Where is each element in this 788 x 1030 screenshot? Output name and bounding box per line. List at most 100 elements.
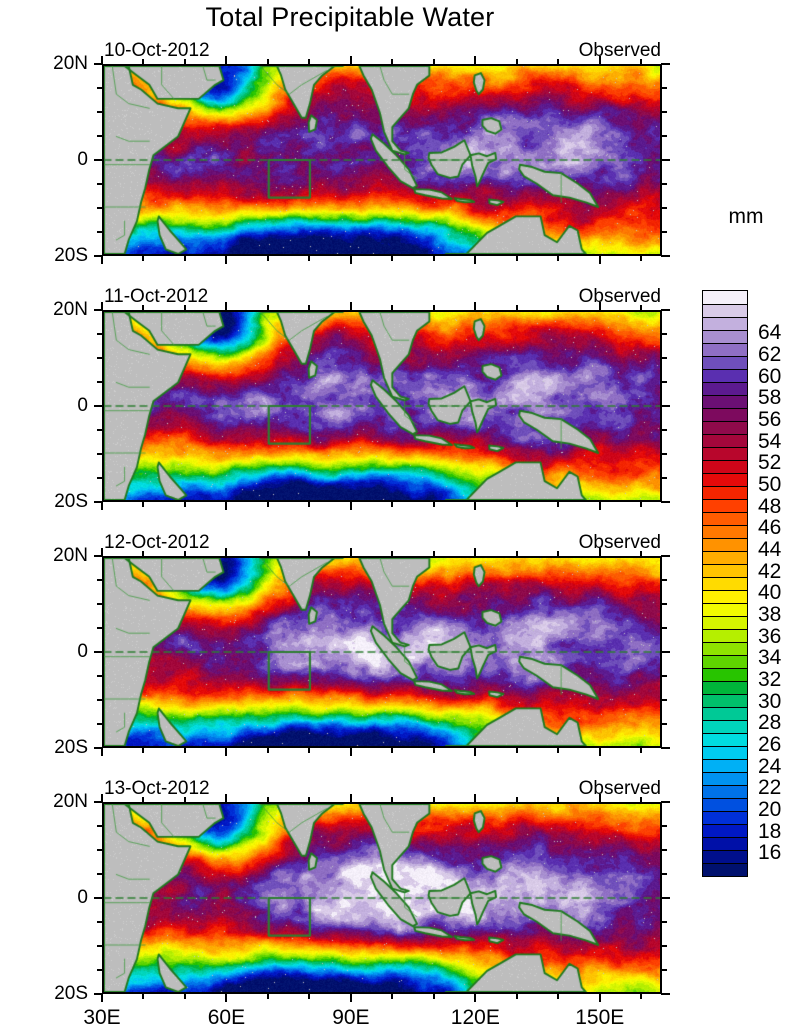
tpw-heatmap-canvas[interactable]	[104, 312, 660, 500]
panel-date-label: 13-Oct-2012	[104, 778, 210, 799]
colorbar-band	[703, 473, 747, 487]
x-tick-top	[557, 551, 560, 557]
colorbar-band-separator	[703, 720, 747, 721]
x-tick-bottom	[432, 993, 435, 999]
x-axis-tick-label: 60E	[207, 1006, 246, 1029]
y-tick-right	[661, 159, 670, 161]
y-tick-right	[661, 453, 667, 455]
y-axis-tick-label: 0	[77, 641, 88, 662]
y-tick-right	[661, 357, 667, 359]
x-tick-top	[474, 302, 477, 311]
colorbar-band-separator	[703, 330, 747, 331]
y-tick-right	[661, 135, 667, 137]
x-tick-top	[349, 548, 352, 557]
colorbar-band-separator	[703, 590, 747, 591]
colorbar-band-separator	[703, 811, 747, 812]
x-tick-top	[101, 794, 103, 803]
colorbar-band	[703, 356, 747, 370]
colorbar-band	[703, 811, 747, 825]
y-tick-left	[97, 723, 103, 725]
y-tick-right	[661, 231, 667, 233]
colorbar-band-separator	[703, 746, 747, 747]
colorbar-band-separator	[703, 759, 747, 760]
colorbar-band-separator	[703, 460, 747, 461]
colorbar-band	[703, 590, 747, 604]
y-axis-tick-label: 20N	[53, 545, 88, 566]
y-tick-left	[97, 381, 103, 383]
tpw-heatmap-canvas[interactable]	[104, 66, 660, 254]
map-panel-1: 10-Oct-2012 Observed	[94, 40, 670, 264]
colorbar-band	[703, 369, 747, 383]
y-tick-right	[661, 945, 667, 947]
y-tick-left	[97, 453, 103, 455]
colorbar-band	[703, 746, 747, 760]
colorbar-band	[703, 850, 747, 864]
x-tick-top	[432, 551, 435, 557]
x-tick-top	[225, 548, 228, 557]
x-tick-bottom	[598, 993, 601, 1002]
colorbar-band	[703, 681, 747, 695]
panel-source-label: Observed	[578, 286, 661, 307]
y-axis-tick-label: 20N	[53, 791, 88, 812]
colorbar-band	[703, 460, 747, 474]
colorbar-band	[703, 486, 747, 500]
x-tick-bottom	[266, 747, 269, 753]
y-tick-right	[661, 699, 667, 701]
x-tick-top	[391, 797, 394, 803]
tpw-heatmap-canvas[interactable]	[104, 558, 660, 746]
colorbar-tick-label: 18	[758, 819, 782, 843]
colorbar-tick-label: 44	[758, 538, 782, 561]
y-axis-tick-label: 0	[77, 887, 88, 908]
colorbar-band	[703, 564, 747, 578]
colorbar-band	[703, 668, 747, 682]
colorbar-band-separator	[703, 564, 747, 565]
x-tick-bottom	[391, 747, 394, 753]
colorbar-band	[703, 538, 747, 552]
y-tick-left	[94, 255, 103, 257]
panel-date-label: 10-Oct-2012	[104, 40, 210, 61]
x-tick-top	[225, 794, 228, 803]
x-tick-top	[266, 59, 269, 65]
x-tick-bottom	[391, 993, 394, 999]
y-tick-left	[97, 111, 103, 113]
colorbar-band	[703, 616, 747, 630]
x-tick-bottom	[557, 993, 560, 999]
colorbar-band	[703, 863, 747, 877]
y-tick-left	[97, 87, 103, 89]
y-tick-left	[97, 135, 103, 137]
colorbar-tick-label: 36	[758, 624, 782, 648]
x-tick-top	[391, 551, 394, 557]
colorbar-band	[703, 551, 747, 565]
colorbar-band	[703, 499, 747, 513]
colorbar-band-separator	[703, 863, 747, 864]
x-tick-top	[349, 56, 352, 65]
x-tick-top	[225, 56, 228, 65]
y-tick-right	[661, 501, 670, 503]
colorbar-band	[703, 629, 747, 643]
y-tick-right	[661, 921, 667, 923]
colorbar[interactable]	[702, 290, 748, 877]
colorbar-band	[703, 837, 747, 851]
y-tick-left	[97, 627, 103, 629]
tpw-heatmap-canvas[interactable]	[104, 804, 660, 992]
x-tick-bottom	[474, 993, 477, 1002]
y-tick-left	[94, 309, 103, 311]
x-tick-bottom	[225, 501, 228, 510]
x-tick-top	[515, 551, 518, 557]
colorbar-band	[703, 512, 747, 526]
x-tick-top	[557, 305, 560, 311]
colorbar-band	[703, 382, 747, 396]
x-tick-bottom	[266, 255, 269, 261]
colorbar-tick-label: 46	[758, 516, 782, 540]
y-tick-left	[97, 945, 103, 947]
x-tick-top	[142, 305, 145, 311]
x-tick-bottom	[515, 501, 518, 507]
x-tick-bottom	[474, 501, 477, 510]
colorbar-tick-label: 22	[758, 776, 782, 800]
colorbar-band	[703, 447, 747, 461]
colorbar-tick-label: 58	[758, 386, 782, 410]
y-tick-left	[94, 897, 103, 899]
y-tick-right	[661, 873, 667, 875]
y-tick-left	[97, 357, 103, 359]
colorbar-band	[703, 707, 747, 721]
